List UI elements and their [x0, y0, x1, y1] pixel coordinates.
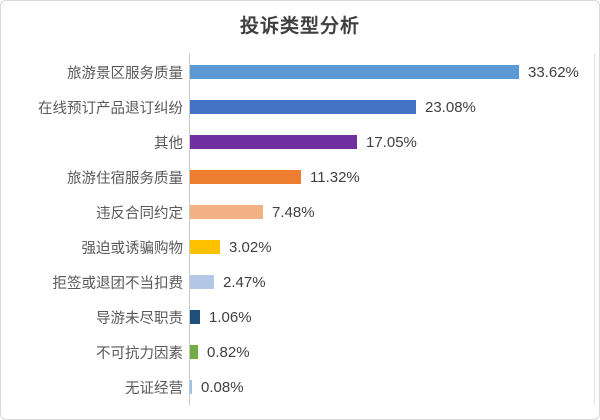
bar-row: 强迫或诱骗购物 3.02%	[1, 230, 599, 265]
plot-area: 旅游景区服务质量 33.62% 在线预订产品退订纠纷 23.08% 其他 17.05% 旅游…	[1, 53, 599, 405]
bar-row: 违反合同约定 7.48%	[1, 195, 599, 230]
bar-row: 其他 17.05%	[1, 125, 599, 160]
bar-row: 旅游景区服务质量 33.62%	[1, 55, 599, 90]
category-label: 在线预订产品退订纠纷	[38, 101, 183, 117]
category-label: 拒签或退团不当扣费	[52, 276, 184, 292]
bar	[190, 310, 200, 324]
bar-row: 导游未尽职责 1.06%	[1, 300, 599, 335]
value-label: 17.05%	[366, 134, 417, 151]
value-label: 3.02%	[229, 239, 272, 256]
value-label: 0.82%	[207, 344, 250, 361]
bar	[190, 100, 416, 114]
value-label: 1.06%	[209, 309, 252, 326]
bar	[190, 65, 519, 79]
bar-row: 拒签或退团不当扣费 2.47%	[1, 265, 599, 300]
category-label: 强迫或诱骗购物	[81, 241, 184, 257]
bar	[190, 240, 220, 254]
bar-rows: 旅游景区服务质量 33.62% 在线预订产品退订纠纷 23.08% 其他 17.05% 旅游…	[1, 55, 599, 405]
category-label: 旅游住宿服务质量	[67, 171, 183, 187]
bar	[190, 275, 214, 289]
bar-row: 不可抗力因素 0.82%	[1, 335, 599, 370]
y-axis-line	[189, 53, 190, 405]
category-label: 导游未尽职责	[96, 311, 183, 327]
category-label: 不可抗力因素	[96, 346, 183, 362]
value-label: 0.08%	[201, 379, 244, 396]
value-label: 11.32%	[310, 169, 360, 186]
plot-right-border	[594, 53, 595, 405]
bar	[190, 135, 357, 149]
category-label: 其他	[154, 136, 183, 152]
bar-row: 无证经营 0.08%	[1, 370, 599, 405]
category-label: 无证经营	[125, 381, 183, 397]
bar-row: 旅游住宿服务质量 11.32%	[1, 160, 599, 195]
category-label: 违反合同约定	[96, 206, 183, 222]
value-label: 23.08%	[425, 99, 476, 116]
bar	[190, 380, 192, 394]
bar	[190, 170, 301, 184]
bar	[190, 345, 198, 359]
category-label: 旅游景区服务质量	[67, 66, 183, 82]
bar-row: 在线预订产品退订纠纷 23.08%	[1, 90, 599, 125]
bar	[190, 205, 263, 219]
value-label: 7.48%	[272, 204, 315, 221]
chart-title: 投诉类型分析	[239, 16, 360, 37]
value-label: 33.62%	[528, 64, 579, 81]
value-label: 2.47%	[223, 274, 266, 291]
